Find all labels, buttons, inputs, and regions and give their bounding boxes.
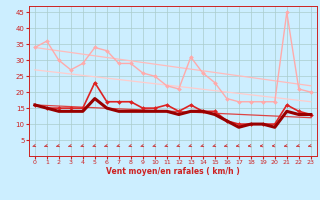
X-axis label: Vent moyen/en rafales ( km/h ): Vent moyen/en rafales ( km/h ) <box>106 167 240 176</box>
